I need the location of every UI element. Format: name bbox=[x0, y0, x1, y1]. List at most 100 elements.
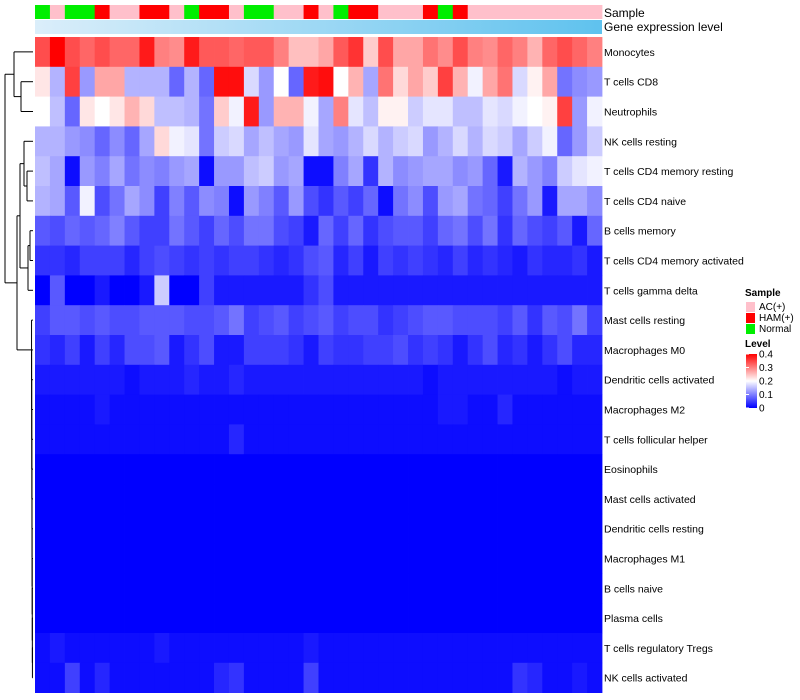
heatmap-cell bbox=[408, 513, 424, 544]
heatmap-cell bbox=[184, 66, 200, 97]
heatmap-cell bbox=[214, 335, 230, 366]
legend: Sample Level AC(+)HAM(+)Normal 0.4 0.3 0.2 0… bbox=[745, 288, 794, 415]
heatmap-cell bbox=[437, 662, 454, 693]
heatmap-cell bbox=[467, 513, 484, 544]
heatmap-cell bbox=[408, 186, 424, 217]
heatmap-cell bbox=[139, 215, 155, 246]
heatmap-cell bbox=[318, 96, 334, 127]
heatmap-cell bbox=[139, 126, 155, 157]
heatmap-cell bbox=[303, 305, 319, 336]
heatmap-cell bbox=[542, 454, 558, 485]
heatmap-cell bbox=[109, 215, 125, 246]
heatmap-cell bbox=[303, 573, 319, 604]
heatmap-cell bbox=[228, 66, 245, 97]
heatmap-cell bbox=[318, 126, 334, 157]
heatmap-cell bbox=[572, 305, 588, 336]
heatmap-cell bbox=[422, 484, 439, 515]
heatmap-cell bbox=[542, 96, 558, 127]
heatmap-cell bbox=[333, 573, 349, 604]
heatmap-cell bbox=[94, 454, 110, 485]
heatmap-cell bbox=[214, 603, 230, 634]
heatmap-cell bbox=[437, 186, 454, 217]
heatmap-cell bbox=[512, 484, 528, 515]
heatmap-cell bbox=[378, 186, 394, 217]
heatmap-cell bbox=[139, 66, 155, 97]
heatmap-cell bbox=[482, 424, 498, 455]
sample-annotation-cell bbox=[154, 5, 170, 19]
heatmap-cell bbox=[243, 543, 260, 574]
heatmap-cell bbox=[512, 156, 528, 187]
heatmap-cell bbox=[557, 454, 573, 485]
heatmap-cell bbox=[139, 543, 155, 574]
heatmap-cell bbox=[214, 543, 230, 574]
heatmap-cell bbox=[214, 126, 230, 157]
heatmap-cell bbox=[64, 275, 81, 306]
heatmap-cell bbox=[318, 186, 334, 217]
heatmap-cell bbox=[587, 364, 603, 395]
expression-annotation-bar bbox=[35, 20, 602, 34]
heatmap-cell bbox=[363, 66, 379, 97]
heatmap-cell bbox=[422, 96, 439, 127]
heatmap-cell bbox=[527, 662, 543, 693]
sample-annotation-cell bbox=[363, 5, 379, 19]
heatmap-cell bbox=[124, 275, 140, 306]
heatmap-cell bbox=[408, 364, 424, 395]
heatmap-cell bbox=[437, 275, 454, 306]
heatmap-cell bbox=[273, 186, 290, 217]
heatmap-cell bbox=[258, 275, 275, 306]
row-label: B cells naive bbox=[604, 583, 663, 595]
heatmap-cell bbox=[228, 186, 245, 217]
sample-annotation-cell bbox=[542, 5, 558, 19]
heatmap-cell bbox=[184, 424, 200, 455]
heatmap-cell bbox=[557, 364, 573, 395]
heatmap-cell bbox=[258, 543, 275, 574]
sample-annotation-cell bbox=[288, 5, 304, 19]
heatmap-cell bbox=[288, 126, 304, 157]
heatmap-cell bbox=[587, 156, 603, 187]
heatmap-cell bbox=[64, 305, 81, 336]
sample-legend-title: Sample bbox=[745, 288, 781, 299]
heatmap-cell bbox=[482, 335, 498, 366]
heatmap-cell bbox=[243, 335, 260, 366]
heatmap-cell bbox=[512, 662, 528, 693]
heatmap-cell bbox=[288, 156, 304, 187]
heatmap-cell bbox=[35, 364, 51, 395]
heatmap-cell bbox=[378, 215, 394, 246]
heatmap-cell bbox=[482, 513, 498, 544]
heatmap-cell bbox=[228, 454, 245, 485]
heatmap-cell bbox=[467, 633, 484, 664]
heatmap-cell bbox=[169, 275, 185, 306]
heatmap-cell bbox=[378, 156, 394, 187]
heatmap-cell bbox=[94, 424, 110, 455]
heatmap-cell bbox=[109, 633, 125, 664]
heatmap-cell bbox=[199, 215, 215, 246]
heatmap-cell bbox=[169, 186, 185, 217]
heatmap-cell bbox=[243, 364, 260, 395]
heatmap-cell bbox=[124, 484, 140, 515]
heatmap-cell bbox=[139, 662, 155, 693]
heatmap-cell bbox=[94, 543, 110, 574]
heatmap-cell bbox=[35, 454, 51, 485]
heatmap-cell bbox=[79, 603, 96, 634]
heatmap-cell bbox=[258, 603, 275, 634]
heatmap-cell bbox=[35, 186, 51, 217]
heatmap-cell bbox=[94, 37, 110, 68]
heatmap-cell bbox=[408, 454, 424, 485]
heatmap-cell bbox=[557, 245, 573, 276]
heatmap-cell bbox=[467, 305, 484, 336]
heatmap-cell bbox=[452, 215, 469, 246]
heatmap-cell bbox=[154, 424, 170, 455]
heatmap-cell bbox=[393, 245, 409, 276]
heatmap-cell bbox=[258, 424, 275, 455]
heatmap-cell bbox=[303, 513, 319, 544]
level-legend-gradient bbox=[746, 354, 757, 408]
heatmap-cell bbox=[452, 37, 469, 68]
heatmap-cell bbox=[243, 215, 260, 246]
heatmap-cell bbox=[363, 662, 379, 693]
heatmap-cell bbox=[288, 66, 304, 97]
heatmap-cell bbox=[333, 126, 349, 157]
sample-annotation-cell bbox=[303, 5, 319, 19]
heatmap-cell bbox=[482, 603, 498, 634]
heatmap-cell bbox=[228, 573, 245, 604]
heatmap-cell bbox=[497, 245, 513, 276]
